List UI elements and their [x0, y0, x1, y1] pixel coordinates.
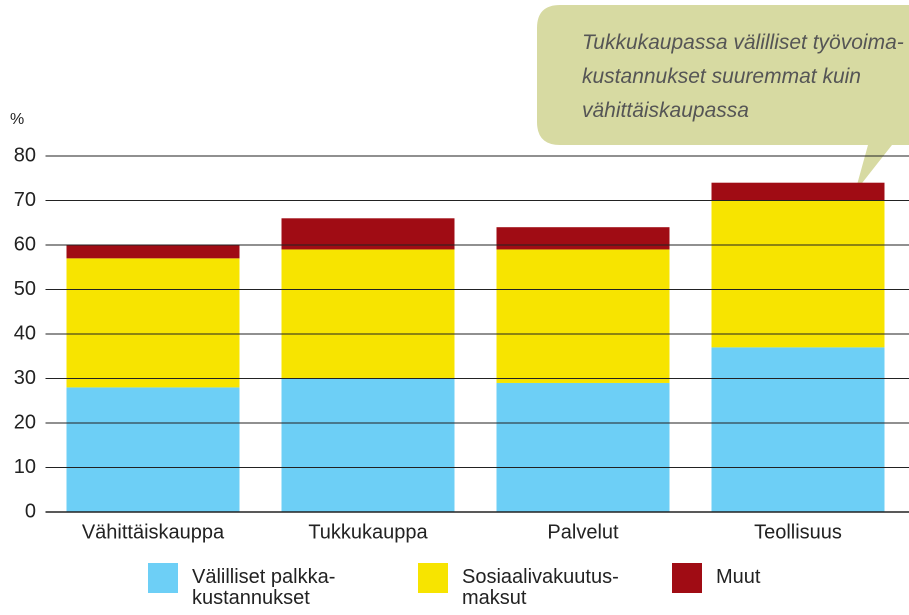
y-tick-label: 70	[14, 189, 36, 211]
y-tick-label: 10	[14, 456, 36, 478]
legend-label: Sosiaalivakuutus- maksut	[462, 566, 619, 609]
bar-segment	[496, 227, 670, 250]
bar-segment	[711, 182, 885, 201]
x-tick-label: Tukkukauppa	[308, 521, 428, 543]
legend-swatch	[148, 563, 178, 593]
legend-swatch	[418, 563, 448, 593]
y-axis-label: %	[10, 111, 24, 128]
x-tick-label: Teollisuus	[754, 521, 842, 543]
y-tick-label: 0	[25, 500, 36, 522]
bar-segment	[281, 218, 455, 250]
legend-label: Muut	[716, 566, 761, 588]
y-tick-label: 40	[14, 322, 36, 344]
y-tick-label: 30	[14, 367, 36, 389]
bar-segment	[496, 382, 670, 512]
bar-segment	[281, 249, 455, 379]
bar-segment	[66, 387, 240, 512]
bar-segment	[281, 378, 455, 512]
bar-segment	[66, 258, 240, 388]
y-tick-label: 50	[14, 278, 36, 300]
annotation: Tukkukaupassa välilliset työvoima- kusta…	[582, 31, 904, 122]
bar-segment	[496, 249, 670, 383]
y-tick-label: 60	[14, 233, 36, 255]
legend-label: Välilliset palkka- kustannukset	[192, 566, 336, 609]
bar-segment	[711, 200, 885, 348]
x-tick-label: Palvelut	[547, 521, 619, 543]
bar-segment	[66, 245, 240, 259]
x-tick-label: Vähittäiskauppa	[82, 521, 225, 543]
y-tick-label: 80	[14, 144, 36, 166]
callout	[537, 5, 909, 192]
bar-segment	[711, 347, 885, 512]
y-tick-label: 20	[14, 411, 36, 433]
legend-swatch	[672, 563, 702, 593]
